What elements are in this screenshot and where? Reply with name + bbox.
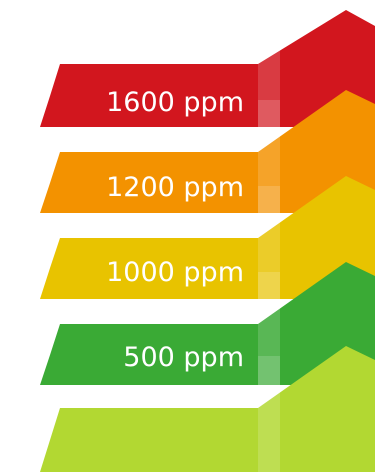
level-label: 1600 ppm: [106, 87, 244, 118]
level-band-shape: [40, 262, 375, 385]
level-band-fold: [258, 100, 280, 213]
level-band-fold: [258, 272, 280, 385]
level-label: 500 ppm: [123, 342, 244, 373]
level-band-fold: [258, 356, 280, 472]
level-band-shape: [40, 90, 375, 213]
level-band-500: 500 ppm: [40, 262, 375, 385]
level-band-1200: 1200 ppm: [40, 90, 375, 213]
level-band-shape: [40, 10, 375, 127]
level-band-shape: [40, 176, 375, 299]
level-band-1600: 1600 ppm: [40, 10, 375, 127]
level-band-fold: [258, 186, 280, 299]
level-band-fold: [258, 20, 280, 127]
level-label: 1000 ppm: [106, 257, 244, 288]
level-label: 1200 ppm: [106, 172, 244, 203]
level-band-1000: 1000 ppm: [40, 176, 375, 299]
level-band-shape: [40, 346, 375, 472]
level-band-lowest: [40, 346, 375, 472]
